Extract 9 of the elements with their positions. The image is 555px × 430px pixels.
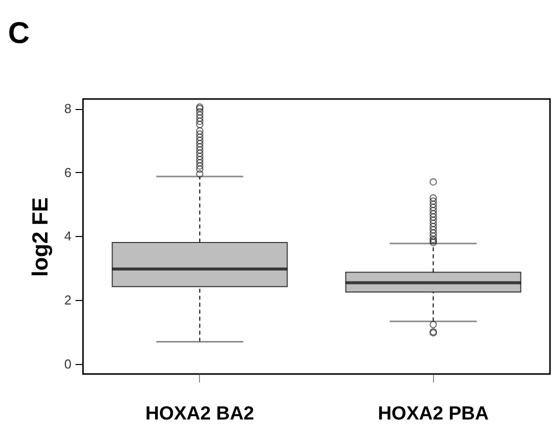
y-tick-label: 2 [64, 292, 72, 308]
chart-title: C [8, 17, 30, 50]
y-axis-title: log2 FE [27, 197, 52, 277]
x-tick-label: HOXA2 PBA [378, 404, 489, 424]
y-tick-label: 8 [64, 101, 72, 116]
x-tick-label: HOXA2 BA2 [145, 404, 254, 424]
y-tick-label: 4 [64, 228, 72, 244]
y-tick-label: 6 [64, 164, 72, 180]
y-tick-label: 0 [64, 356, 72, 372]
